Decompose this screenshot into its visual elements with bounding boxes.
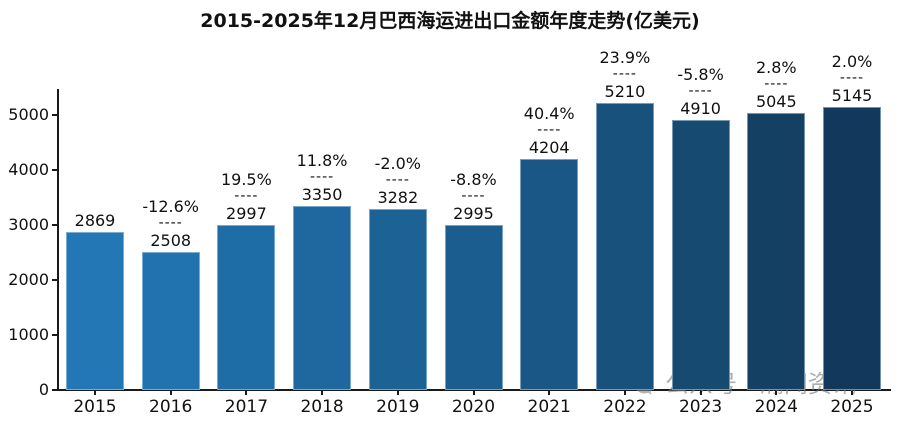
bar-pct-label: 40.4% [523,103,575,123]
bar-2025 [823,107,881,390]
bar-separator: ---- [461,188,486,205]
bar-label-stack-2024: 2.8% ---- 5045 [716,59,836,110]
bar-value-label: 3350 [301,184,343,204]
bar-pct-label: -2.0% [374,154,421,174]
bar-value-label: 4910 [680,98,721,118]
bar-2021 [520,158,579,390]
bar-label-stack-2015: 2869 [35,212,155,229]
bar-label-stack-2025: 2.0% ---- 5145 [792,53,900,104]
bar-separator: ---- [309,168,335,185]
x-tick-label-2016: 2016 [149,397,193,417]
y-tick-label: 2000 [8,270,49,289]
y-tick-label: 0 [38,380,49,399]
bar-label-stack-2020: -8.8% ---- 2995 [414,171,534,222]
bar-value-label: 3282 [377,188,419,208]
x-tick-label-2024: 2024 [754,397,798,417]
bar-separator: ---- [839,70,865,87]
bar-separator: ---- [234,188,259,205]
x-tick-label-2020: 2020 [451,397,496,417]
bar-2023 [671,119,730,390]
y-tick-mark [52,389,57,391]
bar-value-label: 4204 [528,137,570,157]
x-tick-mark [321,391,324,395]
y-tick-label: 5000 [8,105,49,124]
y-tick-mark [52,114,57,116]
bar-separator: ---- [688,82,713,99]
x-tick-mark [851,391,853,395]
bar-label-stack-2019: -2.0% ---- 3282 [338,155,458,206]
x-tick-mark [775,391,778,395]
bar-2015 [66,232,124,390]
x-tick-mark [169,391,172,395]
bar-pct-label: 23.9% [599,48,651,68]
bar-2018 [293,205,352,390]
bar-separator: ---- [385,172,410,189]
bar-2016 [141,252,200,390]
y-tick-label: 4000 [8,160,49,179]
bar-pct-label: -5.8% [677,64,724,84]
bar-pct-label: -12.6% [142,197,199,217]
x-tick-label-2019: 2019 [376,397,420,417]
y-tick-label: 1000 [8,325,49,344]
bar-2022 [595,103,654,390]
bar-separator: ---- [612,66,637,83]
y-axis-spine [57,89,59,391]
bar-value-label: 5045 [755,91,797,111]
x-tick-mark [245,391,248,395]
chart-title: 2015-2025年12月巴西海运进出口金额年度走势(亿美元) [200,10,700,32]
x-tick-label-2018: 2018 [300,397,344,417]
bar-value-label: 2997 [226,204,267,224]
x-tick-mark [699,391,702,395]
bar-2024 [747,112,806,390]
x-tick-mark [623,391,626,395]
bar-value-label: 5145 [831,86,873,106]
y-tick-label: 3000 [8,215,49,234]
bar-label-stack-2018: 11.8% ---- 3350 [262,152,382,203]
bar-separator: ---- [158,215,183,232]
bar-value-label: 2508 [150,231,192,251]
bar-value-label: 2995 [453,204,494,224]
bar-pct-label: 19.5% [220,170,272,190]
x-tick-label-2022: 2022 [603,397,647,417]
x-tick-label-2021: 2021 [527,397,571,417]
bar-label-stack-2016: -12.6% ---- 2508 [111,198,231,249]
x-tick-label-2025: 2025 [830,397,874,417]
bar-pct-label: -8.8% [450,170,497,190]
y-tick-mark [52,224,57,226]
bar-pct-label: 2.8% [755,57,797,77]
bar-separator: ---- [764,75,789,92]
bar-value-label: 5210 [604,82,646,102]
x-tick-mark [472,391,475,395]
bar-2020 [444,225,503,390]
bar-value-label: 2869 [74,211,116,231]
x-tick-mark [396,391,399,395]
bar-separator: ---- [537,121,562,138]
x-tick-label-2017: 2017 [224,397,269,417]
x-tick-mark [94,391,96,395]
x-tick-label-2023: 2023 [678,397,723,417]
bar-pct-label: 11.8% [296,150,348,170]
bar-label-stack-2021: 40.4% ---- 4204 [489,105,609,156]
x-axis-spine [57,389,891,391]
bar-label-stack-2023: -5.8% ---- 4910 [641,66,761,117]
y-tick-mark [52,169,57,171]
bar-label-stack-2022: 23.9% ---- 5210 [565,49,685,100]
bar-2017 [217,225,276,390]
bar-pct-label: 2.0% [831,52,873,72]
bar-label-stack-2017: 19.5% ---- 2997 [186,171,306,222]
bar-2019 [368,209,427,390]
y-tick-mark [52,334,57,336]
x-tick-mark [548,391,551,395]
x-tick-label-2015: 2015 [73,397,117,417]
y-tick-mark [52,279,57,281]
